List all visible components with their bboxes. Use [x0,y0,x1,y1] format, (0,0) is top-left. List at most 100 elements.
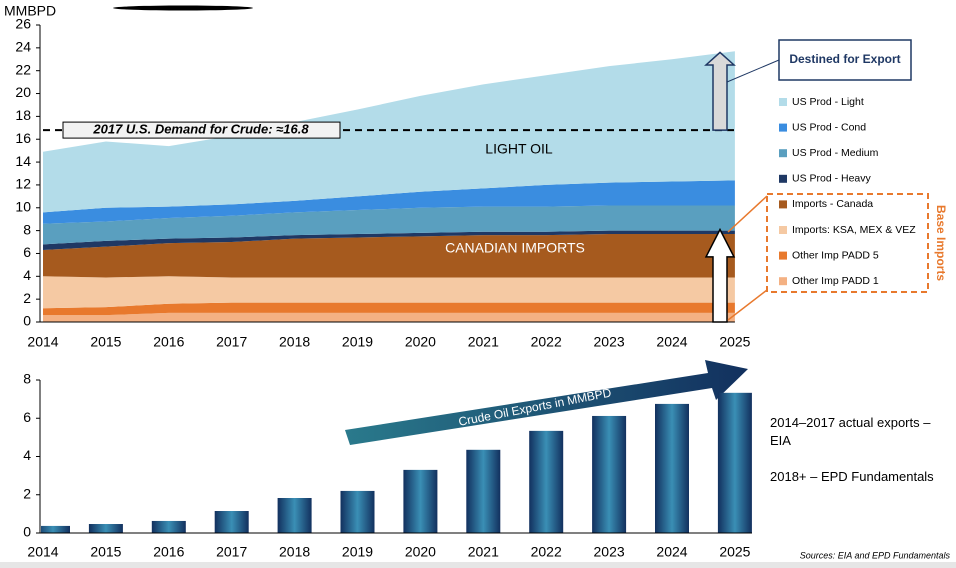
bar [717,392,752,533]
x-tick-label: 2022 [531,334,562,350]
y-tick-label: 24 [15,39,31,55]
legend-swatch [779,174,787,183]
bars [41,392,752,533]
bar [340,490,375,533]
legend-label: Imports: KSA, MEX & VEZ [792,224,916,236]
legend-label: US Prod - Medium [792,147,879,159]
bar [592,415,627,533]
area [43,312,735,322]
x-tick-label: 2022 [531,544,562,560]
y-tick-label: 18 [15,107,31,123]
y-tick-label: 20 [15,84,31,100]
legend-swatch [779,200,787,209]
y-tick-label: 2 [23,485,31,501]
connector [726,59,780,83]
bar [151,520,186,533]
y-tick-label: 10 [15,198,31,214]
y-tick-label: 16 [15,130,31,146]
x-tick-label: 2019 [342,544,373,560]
area [43,302,735,316]
bar [655,403,689,533]
legend-label: US Prod - Cond [792,121,866,133]
area [43,230,735,251]
x-tick-label: 2019 [342,334,373,350]
y-tick-label: 8 [23,371,31,387]
x-tick-label: 2014 [27,334,58,350]
legend-swatch [779,277,787,286]
legend-label: Other Imp PADD 1 [792,275,879,287]
group-label: Base Imports [934,205,948,281]
bar [466,449,501,533]
legend-swatch [779,251,787,260]
connector [727,195,768,233]
legend-swatch [779,98,787,106]
x-tick-label: 2017 [216,544,247,560]
x-tick-label: 2023 [594,334,625,350]
decoration [113,5,253,11]
source: Sources: EIA and EPD Fundamentals [800,550,951,560]
x-tick-label: 2015 [90,544,121,560]
x-tick-label: 2025 [719,544,750,560]
area [43,234,735,278]
y-tick-label: 2 [23,290,31,306]
callout-box [778,39,912,81]
legend-swatch [779,226,787,234]
x-tick-label: 2024 [656,544,687,560]
bar [277,498,312,533]
y-tick-label: 26 [15,16,31,32]
y-tick-label: 4 [23,267,31,283]
bottom-band [0,562,956,568]
y-tick-label: 22 [15,61,31,77]
trend-arrow [345,360,748,445]
area-label: LIGHT OIL [485,141,553,157]
legend-label: Imports - Canada [792,198,873,210]
x-tick-label: 2016 [153,544,184,560]
legend-label: US Prod - Light [792,96,864,108]
x-tick-label: 2015 [90,334,121,350]
bar [403,469,438,533]
y-tick-label: 6 [23,409,31,425]
callout: Destined for Export [789,52,900,66]
connector [727,289,768,321]
legend-label: US Prod - Heavy [792,173,872,185]
legend-swatch [779,123,787,132]
area [43,276,735,309]
y-axis-label: MMBPD [4,3,56,19]
x-tick-label: 2014 [27,544,58,560]
x-tick-label: 2018 [279,544,310,560]
y-tick-label: 8 [23,221,31,237]
y-tick-label: 0 [23,524,31,540]
bar [214,511,249,533]
y-tick-label: 6 [23,244,31,260]
legend-swatch [779,149,787,158]
area [43,180,735,224]
x-tick-label: 2020 [405,544,436,560]
x-tick-label: 2018 [279,334,310,350]
note: 2018+ – EPD Fundamentals [770,469,934,484]
arrow [704,51,736,131]
x-tick-label: 2021 [468,334,499,350]
x-tick-label: 2021 [468,544,499,560]
y-tick-label: 12 [15,176,31,192]
note: 2014–2017 actual exports – EIA [770,415,931,448]
y-tick-label: 14 [15,153,31,169]
x-tick-label: 2016 [153,334,184,350]
area [43,51,735,213]
area-label: CANADIAN IMPORTS [445,240,585,256]
bar [41,525,70,533]
annotation-box [62,121,341,139]
x-tick-label: 2023 [594,544,625,560]
y-tick-label: 0 [23,313,31,329]
x-tick-label: 2025 [719,334,750,350]
y-tick-label: 4 [23,447,31,463]
arrow [704,227,736,323]
bar [529,430,564,533]
annotation: 2017 U.S. Demand for Crude: ≈16.8 [92,122,309,137]
area [43,205,735,245]
bar [88,524,123,533]
x-tick-label: 2017 [216,334,247,350]
x-tick-label: 2024 [656,334,687,350]
x-tick-label: 2020 [405,334,436,350]
group-box [766,193,929,293]
